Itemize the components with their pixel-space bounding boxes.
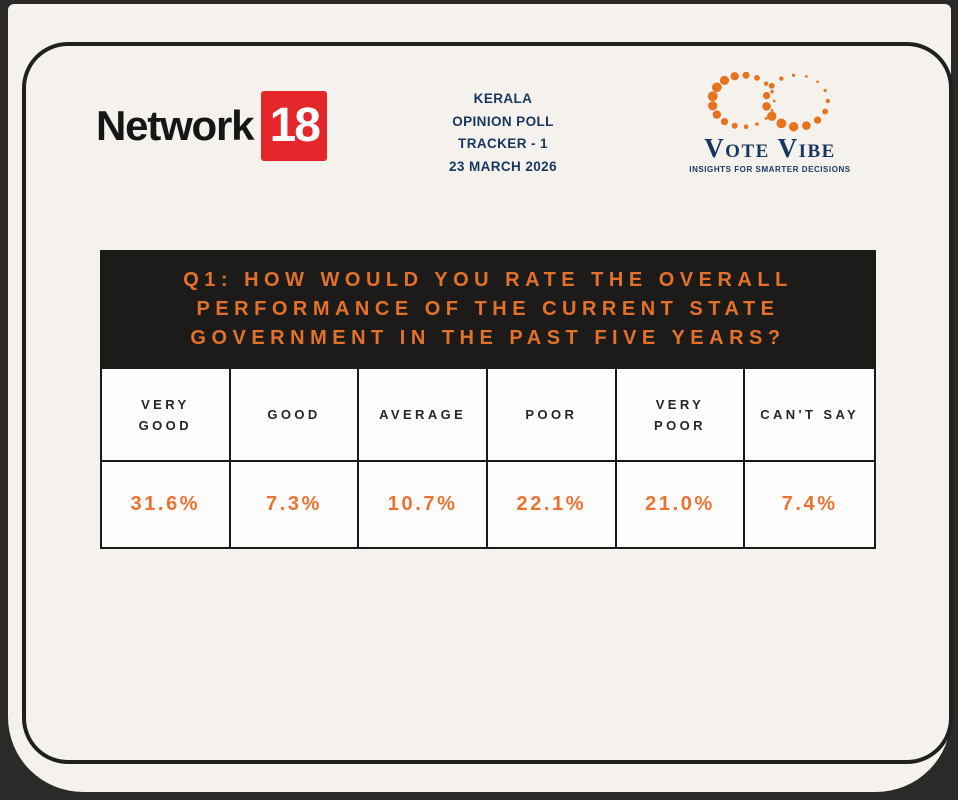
value-cell: 21.0%: [616, 462, 746, 547]
votevibe-logo: Vote Vibe INSIGHTS FOR SMARTER DECISIONS: [680, 70, 860, 174]
tracker-line-number: TRACKER - 1: [458, 136, 548, 151]
column-header: VERY GOOD: [102, 369, 231, 462]
poll-tracker-title: KERALA OPINION POLL TRACKER - 1 23 MARCH…: [393, 88, 613, 178]
column-header: CAN'T SAY: [745, 369, 874, 462]
question-line: GOVERNMENT IN THE PAST FIVE YEARS?: [190, 327, 786, 349]
column-header: GOOD: [230, 369, 360, 462]
infographic-card: Network 18 KERALA OPINION POLL TRACKER -…: [8, 4, 953, 792]
card-border: [22, 42, 953, 764]
votevibe-brand: Vote Vibe: [704, 133, 836, 163]
header-label: GOOD: [267, 407, 321, 422]
network18-wordmark: Network: [96, 102, 255, 149]
column-header: VERY POOR: [616, 369, 746, 462]
tracker-line-type: OPINION POLL: [452, 113, 554, 129]
question-banner: Q1: HOW WOULD YOU RATE THE OVERALL PERFO…: [100, 250, 876, 369]
value-cell: 7.4%: [745, 462, 874, 547]
header-label: CAN'T SAY: [760, 407, 860, 422]
infinity-dots-icon: [706, 70, 834, 132]
network18-badge: 18: [261, 91, 328, 161]
header-label: VERY GOOD: [138, 396, 192, 433]
results-table: VERY GOOD GOOD AVERAGE POOR VERY POOR CA…: [100, 369, 876, 549]
header-label: POOR: [525, 407, 578, 422]
tracker-line-region: KERALA: [473, 91, 533, 106]
column-header: AVERAGE: [359, 369, 488, 462]
value-cell: 22.1%: [488, 462, 617, 547]
column-header: POOR: [488, 369, 617, 462]
value-cell: 7.3%: [230, 462, 360, 547]
votevibe-tagline: INSIGHTS FOR SMARTER DECISIONS: [689, 165, 851, 174]
question-line: PERFORMANCE OF THE CURRENT STATE: [196, 298, 780, 320]
header-label: VERY POOR: [654, 396, 706, 433]
header-label: AVERAGE: [379, 407, 467, 422]
tracker-line-date: 23 MARCH 2026: [449, 158, 557, 174]
value-cell: 10.7%: [359, 462, 488, 547]
question-line: Q1: HOW WOULD YOU RATE THE OVERALL: [183, 269, 793, 291]
value-cell: 31.6%: [102, 462, 231, 547]
network18-logo: Network 18: [96, 90, 328, 162]
